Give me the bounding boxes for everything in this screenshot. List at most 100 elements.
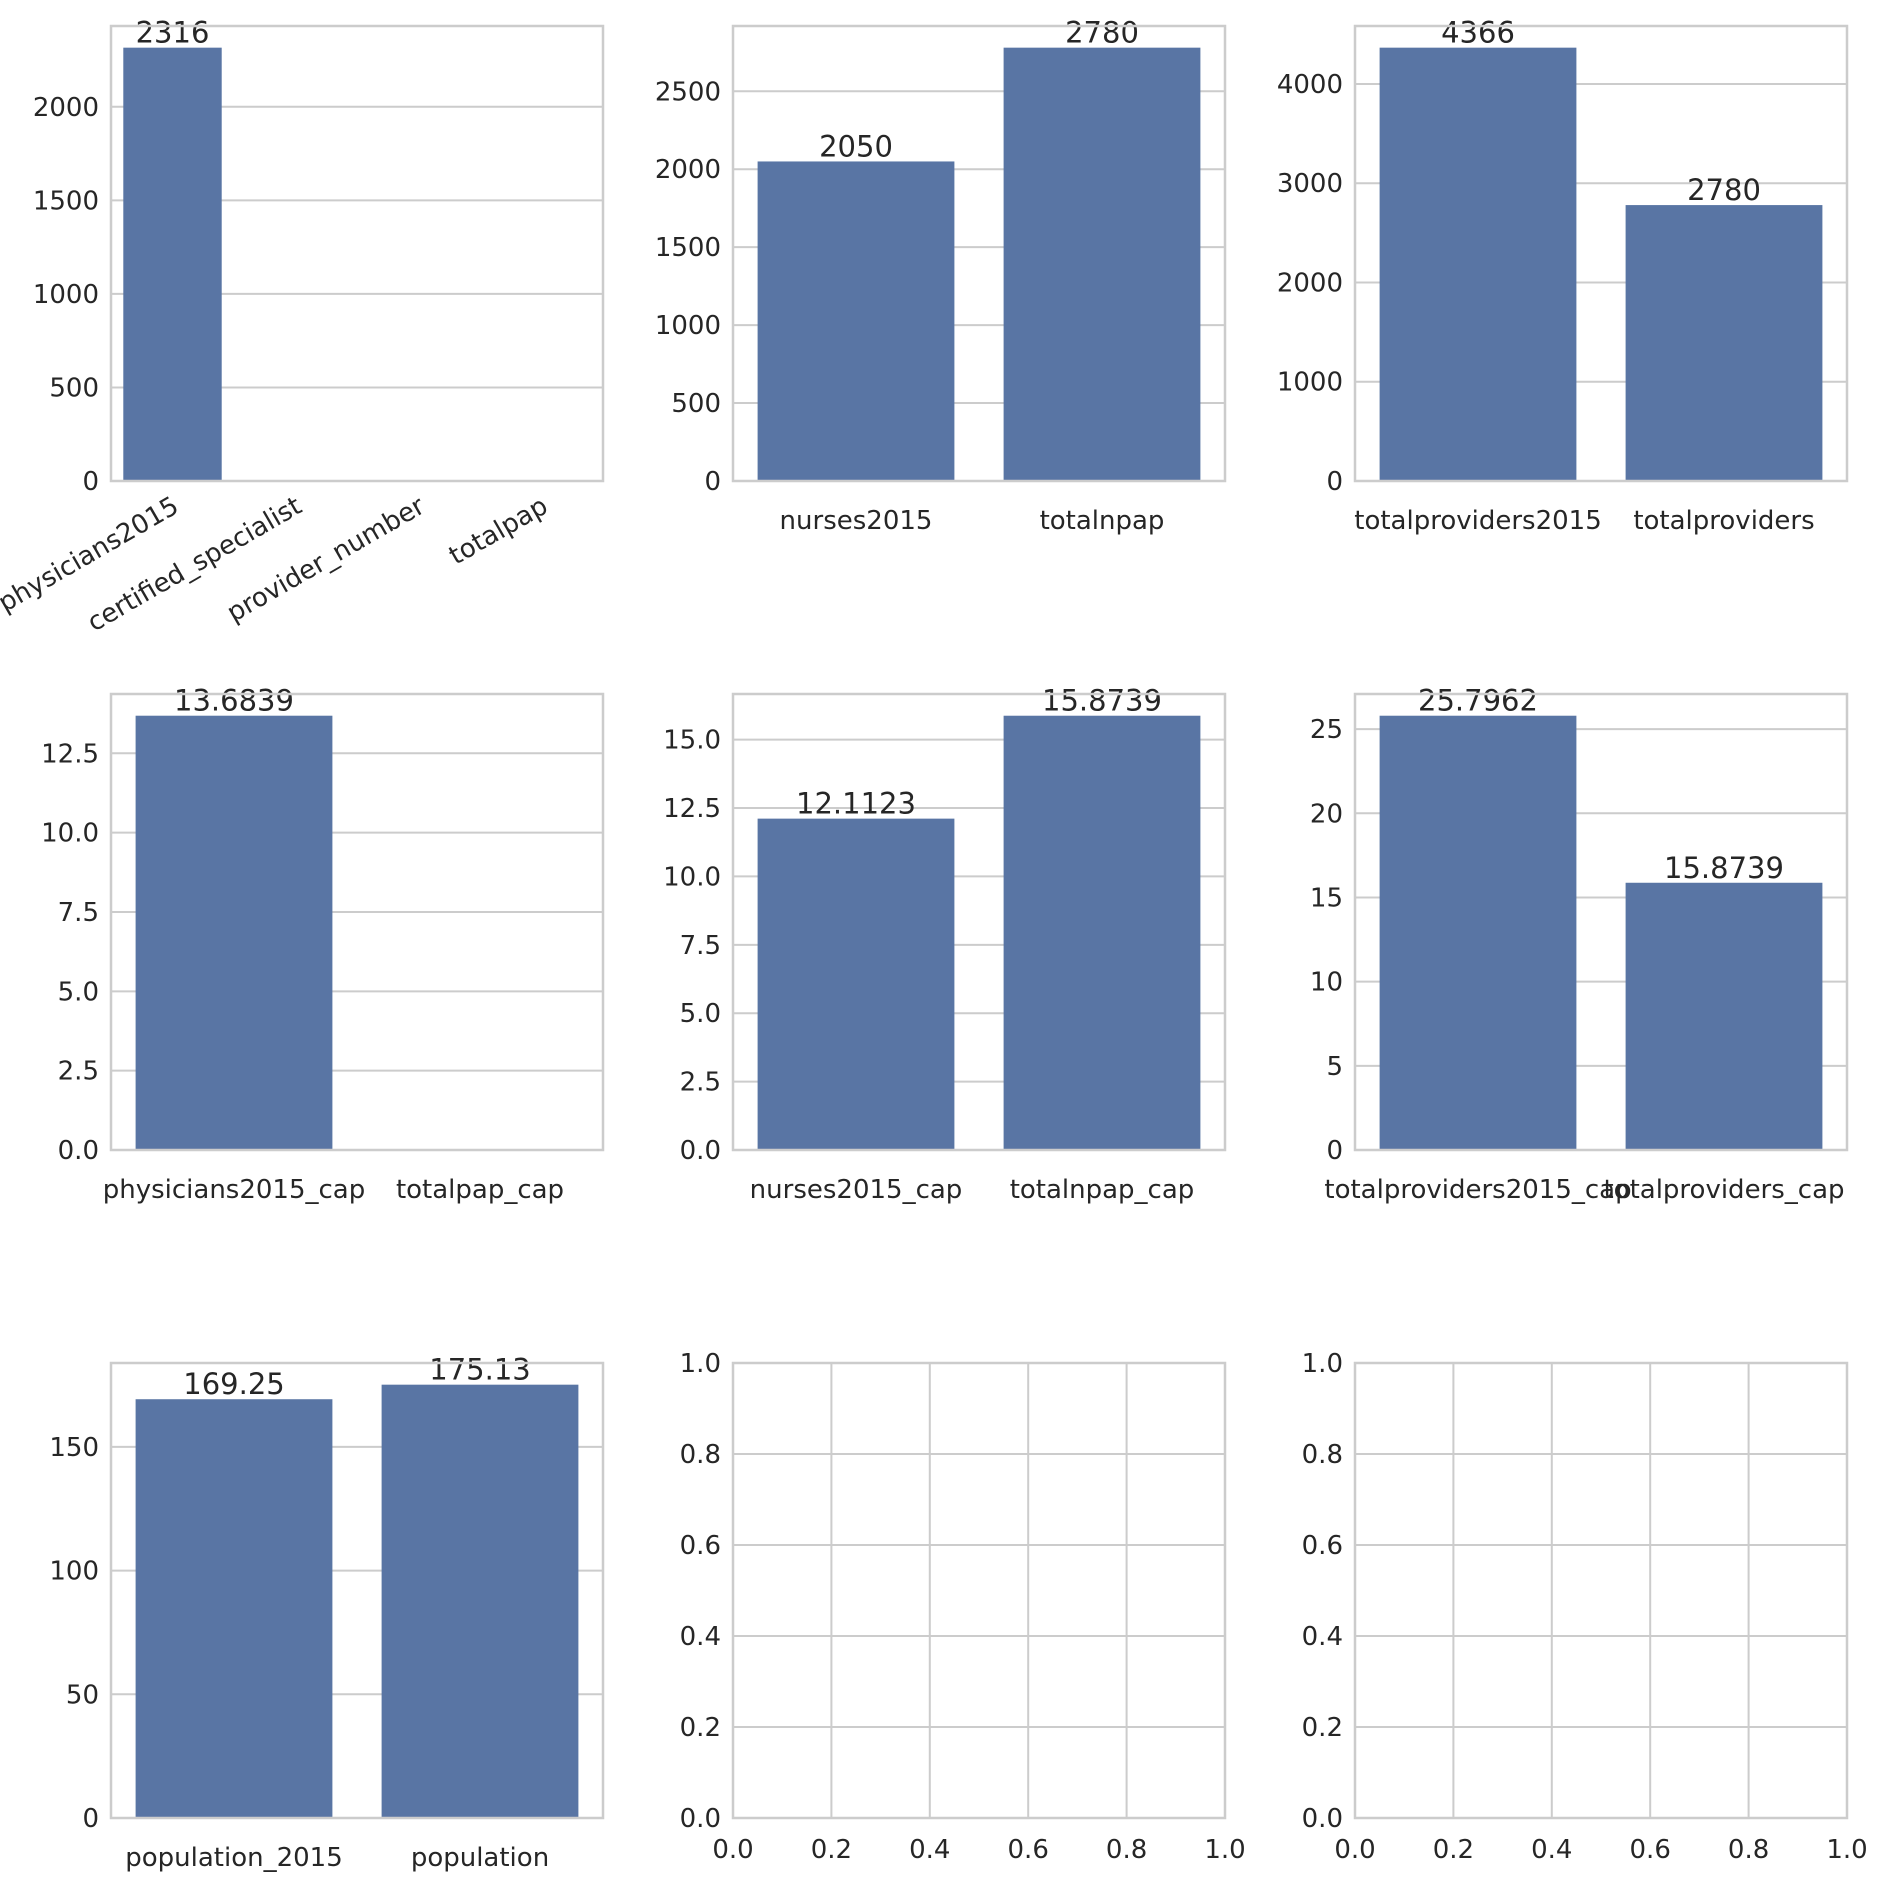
bar-nurses2015 (757, 161, 955, 482)
y-tick-label: 0.2 (680, 1713, 721, 1743)
x-tick-label: totalproviders2015 (1354, 506, 1602, 536)
x-tick-label: totalnpap (1040, 506, 1165, 536)
x-tick-label: 0.0 (1334, 1835, 1375, 1865)
axes-frame (1353, 24, 1849, 483)
y-tick-label: 1500 (655, 233, 721, 263)
axes-frame (109, 692, 605, 1152)
bar-value-label: 2050 (819, 129, 893, 163)
y-tick-label: 15.0 (663, 726, 721, 756)
x-tick-label: nurses2015_cap (750, 1175, 963, 1205)
y-tick-label: 0.8 (680, 1440, 721, 1470)
y-tick-label: 500 (671, 389, 721, 419)
y-tick-label: 0.0 (58, 1136, 99, 1166)
y-tick-label: 0 (82, 1804, 99, 1834)
y-tick-label: 10.0 (41, 819, 99, 849)
x-tick-label: 0.6 (1008, 1835, 1049, 1865)
y-tick-label: 1000 (1277, 368, 1343, 398)
bar-value-label: 25.7962 (1418, 684, 1538, 718)
y-tick-label: 2.5 (680, 1068, 721, 1098)
y-tick-label: 12.5 (663, 794, 721, 824)
bar-value-label: 2780 (1687, 173, 1761, 207)
y-tick-label: 0.4 (680, 1622, 721, 1652)
x-tick-label: 0.4 (909, 1835, 950, 1865)
y-tick-label: 15 (1310, 883, 1343, 913)
y-tick-label: 1000 (655, 311, 721, 341)
y-tick-label: 2000 (655, 155, 721, 185)
x-tick-label: 0.8 (1106, 1835, 1147, 1865)
y-tick-label: 7.5 (680, 931, 721, 961)
y-tick-label: 2500 (655, 77, 721, 107)
y-tick-label: 100 (49, 1557, 99, 1587)
x-tick-label: 0.0 (712, 1835, 753, 1865)
axes-frame (731, 692, 1227, 1152)
bar-value-label: 15.8739 (1664, 851, 1784, 885)
bar-nurses2015_cap (757, 818, 955, 1150)
y-tick-label: 1000 (33, 280, 99, 310)
bar-totalproviders2015 (1379, 47, 1577, 482)
y-tick-label: 12.5 (41, 739, 99, 769)
y-tick-label: 5.0 (58, 977, 99, 1007)
axes-frame (109, 24, 605, 483)
y-tick-label: 10.0 (663, 862, 721, 892)
y-tick-label: 2000 (1277, 268, 1343, 298)
x-tick-label: nurses2015 (780, 506, 933, 536)
axes-frame (109, 1361, 605, 1820)
y-tick-label: 0.0 (680, 1804, 721, 1834)
bar-value-label: 15.8739 (1042, 684, 1162, 718)
bar-value-label: 4366 (1441, 16, 1515, 50)
y-tick-label: 0 (82, 467, 99, 497)
y-tick-label: 0.6 (1302, 1531, 1343, 1561)
bar-value-label: 169.25 (183, 1367, 284, 1401)
bar-physicians2015_cap (135, 715, 333, 1150)
x-tick-label: totalproviders_cap (1603, 1175, 1844, 1205)
x-tick-label: 0.2 (1433, 1835, 1474, 1865)
y-tick-label: 0 (1326, 1136, 1343, 1166)
subplot-5: 0.0 2.5 5.0 7.5 10.0 12.5 15.0 12.1123 nurses201… (663, 684, 1227, 1205)
x-tick-label: totalproviders2015_cap (1324, 1175, 1631, 1205)
x-tick-label: 0.4 (1531, 1835, 1572, 1865)
x-tick-label: totalnpap_cap (1010, 1175, 1195, 1205)
subplot-3: 0 1000 2000 3000 4000 4366 totalproviders2015 2… (1277, 16, 1849, 536)
bar-value-label: 13.6839 (174, 684, 294, 718)
bar-value-label: 2316 (136, 16, 210, 50)
x-tick-label: physicians2015_cap (103, 1175, 366, 1205)
subplot-7: 0 50 100 150 169.25 population_2015 175.13 popu… (49, 1353, 605, 1873)
x-tick-label: population_2015 (125, 1843, 343, 1873)
y-tick-label: 1500 (33, 186, 99, 216)
bar-value-label: 2780 (1065, 16, 1139, 50)
y-tick-label: 5.0 (680, 999, 721, 1029)
y-tick-label: 20 (1310, 799, 1343, 829)
bar-totalnpap_cap (1003, 715, 1201, 1150)
y-tick-label: 0 (1326, 467, 1343, 497)
bar-totalproviders (1625, 205, 1823, 481)
x-tick-label: 1.0 (1204, 1835, 1245, 1865)
bar-totalproviders2015_cap (1379, 715, 1577, 1150)
subplot-6: 0 5 10 15 20 25 25.7962 totalproviders2015_cap 1… (1310, 684, 1849, 1205)
x-tick-label: 1.0 (1826, 1835, 1867, 1865)
subplot-2: 0 500 1000 1500 2000 2500 2050 nurses2015 2780 to… (655, 16, 1227, 536)
y-tick-label: 150 (49, 1433, 99, 1463)
y-tick-label: 1.0 (680, 1349, 721, 1379)
y-tick-label: 500 (49, 373, 99, 403)
x-tick-label: provider_number (222, 491, 430, 629)
axes-frame (731, 24, 1227, 483)
y-tick-label: 0.4 (1302, 1622, 1343, 1652)
bar-physicians2015 (123, 47, 222, 482)
y-tick-label: 10 (1310, 968, 1343, 998)
subplot-9: 0.0 0.2 0.4 0.6 0.8 1.0 0.0 0.2 0.4 0.6 0.8 1.0 (1302, 1349, 1868, 1865)
y-tick-label: 2000 (33, 93, 99, 123)
subplot-8: 0.0 0.2 0.4 0.6 0.8 1.0 0.0 0.2 0.4 0.6 0.8 1.0 (680, 1349, 1246, 1865)
y-tick-label: 0 (704, 467, 721, 497)
x-tick-label: certified_specialist (82, 491, 307, 638)
x-tick-label: population (411, 1843, 549, 1873)
axes-frame (1353, 692, 1849, 1152)
x-tick-label: 0.6 (1630, 1835, 1671, 1865)
y-tick-label: 0.8 (1302, 1440, 1343, 1470)
y-tick-label: 25 (1310, 715, 1343, 745)
axes-frame (1353, 1361, 1849, 1820)
bar-population (381, 1384, 579, 1818)
y-tick-label: 5 (1326, 1052, 1343, 1082)
y-tick-label: 2.5 (58, 1057, 99, 1087)
subplot-4: 0.0 2.5 5.0 7.5 10.0 12.5 13.6839 physicians201… (41, 684, 605, 1205)
x-tick-label: 0.8 (1728, 1835, 1769, 1865)
